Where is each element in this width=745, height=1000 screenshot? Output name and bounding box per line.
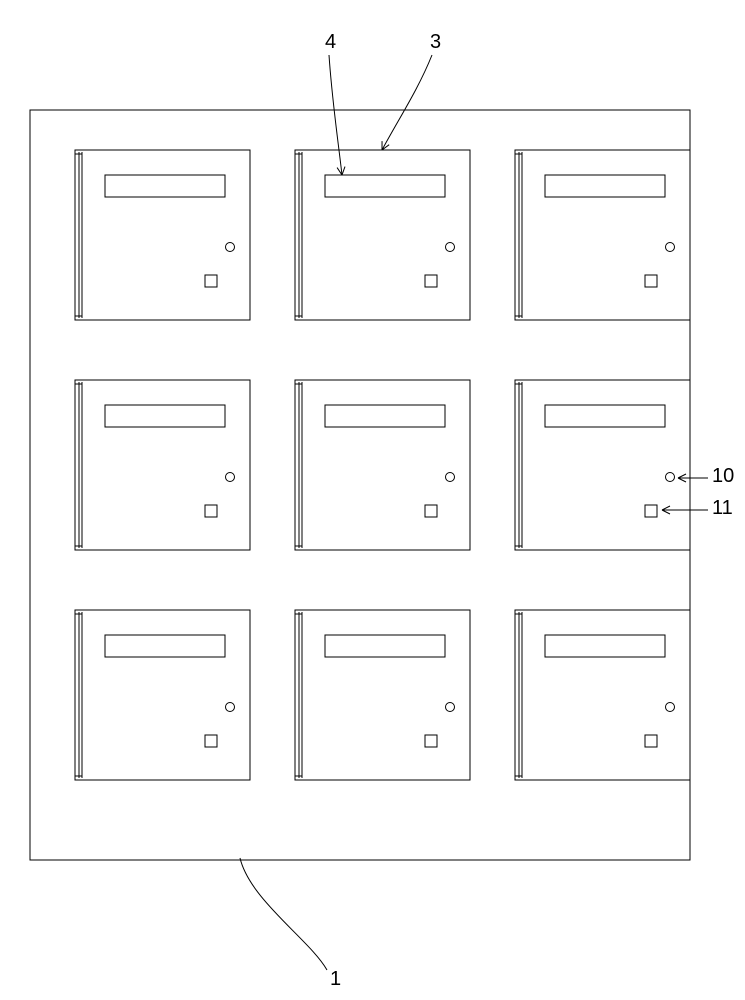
- indicator-light: [226, 703, 235, 712]
- mail-slot: [105, 175, 225, 197]
- callout-11: 11: [662, 497, 733, 519]
- callout-label: 11: [712, 497, 733, 519]
- indicator-light: [446, 473, 455, 482]
- callout-3: 3: [382, 31, 441, 150]
- indicator-light: [666, 243, 675, 252]
- mail-slot: [545, 405, 665, 427]
- mail-slot: [325, 175, 445, 197]
- locker-door: [515, 380, 690, 550]
- diagram-canvas: 3410111: [0, 0, 745, 1000]
- mail-slot: [545, 175, 665, 197]
- locker-door: [515, 610, 690, 780]
- indicator-light: [446, 243, 455, 252]
- cabinet-frame: [30, 110, 690, 860]
- lock-icon: [425, 505, 437, 517]
- locker-door: [75, 380, 250, 550]
- locker-door: [75, 150, 250, 320]
- locker-door: [295, 380, 470, 550]
- callout-label: 3: [430, 31, 441, 53]
- callout-label: 10: [712, 465, 734, 487]
- lock-icon: [205, 275, 217, 287]
- lock-icon: [205, 505, 217, 517]
- callout-1: 1: [240, 858, 341, 990]
- lock-icon: [645, 735, 657, 747]
- lock-icon: [425, 275, 437, 287]
- mail-slot: [325, 635, 445, 657]
- indicator-light: [446, 703, 455, 712]
- mail-slot: [105, 405, 225, 427]
- lock-icon: [425, 735, 437, 747]
- locker-door: [295, 610, 470, 780]
- mail-slot: [325, 405, 445, 427]
- locker-door: [75, 610, 250, 780]
- callout-10: 10: [678, 465, 734, 487]
- indicator-light: [666, 703, 675, 712]
- leader-line: [382, 55, 432, 150]
- indicator-light: [226, 473, 235, 482]
- mail-slot: [545, 635, 665, 657]
- indicator-light: [666, 473, 675, 482]
- lock-icon: [645, 505, 657, 517]
- leader-line: [329, 55, 342, 175]
- lock-icon: [645, 275, 657, 287]
- indicator-light: [226, 243, 235, 252]
- mail-slot: [105, 635, 225, 657]
- locker-door: [515, 150, 690, 320]
- locker-door: [295, 150, 470, 320]
- lock-icon: [205, 735, 217, 747]
- callout-label: 1: [330, 968, 341, 990]
- leader-line: [240, 858, 327, 970]
- callout-4: 4: [325, 31, 345, 175]
- callout-label: 4: [325, 31, 336, 53]
